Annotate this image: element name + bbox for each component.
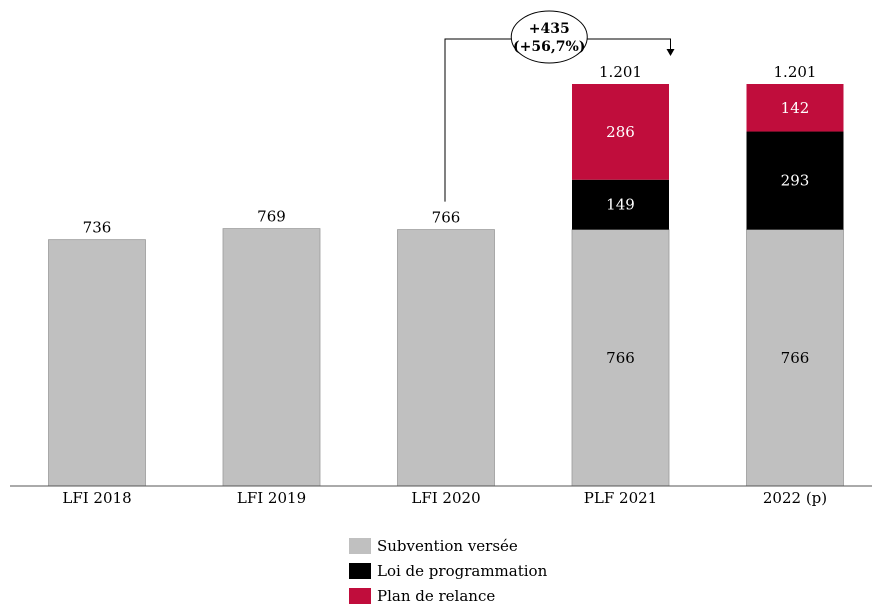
x-tick-label: 2022 (p) — [763, 489, 827, 507]
segment-value-label: 766 — [781, 349, 810, 367]
segment-value-label: 766 — [606, 349, 635, 367]
legend-label: Subvention versée — [377, 537, 518, 555]
annotation-bubble — [510, 10, 588, 64]
segment-value-label: 286 — [606, 123, 635, 141]
bar-segment — [746, 131, 844, 230]
annotation-delta-value: +435 — [529, 21, 570, 37]
bar-total-label: 766 — [432, 209, 461, 227]
x-tick-label: LFI 2018 — [62, 489, 131, 507]
segment-value-label: 142 — [781, 99, 810, 117]
bar-segment — [572, 179, 669, 230]
bar-segment — [222, 228, 321, 487]
segment-value-label: 149 — [606, 196, 635, 214]
legend-label: Plan de relance — [377, 587, 495, 605]
annotation-delta-percent: (+56,7%) — [513, 39, 585, 55]
bar-segment — [746, 84, 844, 132]
bar-segment — [571, 229, 670, 487]
legend-swatch — [349, 538, 371, 554]
bar-total-label: 769 — [257, 208, 286, 226]
bar-segment — [572, 84, 669, 180]
legend-label: Loi de programmation — [377, 562, 548, 580]
bars-layer — [48, 84, 844, 487]
legend-swatch — [349, 588, 371, 604]
segment-value-label: 293 — [781, 172, 810, 190]
bar-total-label: 1.201 — [599, 63, 642, 81]
bar-total-label: 1.201 — [774, 63, 817, 81]
bar-segment — [746, 229, 844, 487]
legend: Subvention versée Loi de programmation Pla… — [349, 537, 548, 605]
annotation-arrowhead — [666, 49, 675, 56]
x-tick-label: LFI 2020 — [411, 489, 480, 507]
bar-total-label: 736 — [83, 219, 112, 237]
x-tick-label: LFI 2019 — [237, 489, 306, 507]
growth-annotation: +435 (+56,7%) — [444, 10, 675, 202]
labels-layer: 736 LFI 2018 769 LFI 2019 766 LFI 2020 766 149 2… — [62, 63, 827, 507]
x-tick-label: PLF 2021 — [584, 489, 657, 507]
bar-segment — [397, 229, 495, 487]
bar-segment — [48, 239, 146, 487]
legend-swatch — [349, 563, 371, 579]
